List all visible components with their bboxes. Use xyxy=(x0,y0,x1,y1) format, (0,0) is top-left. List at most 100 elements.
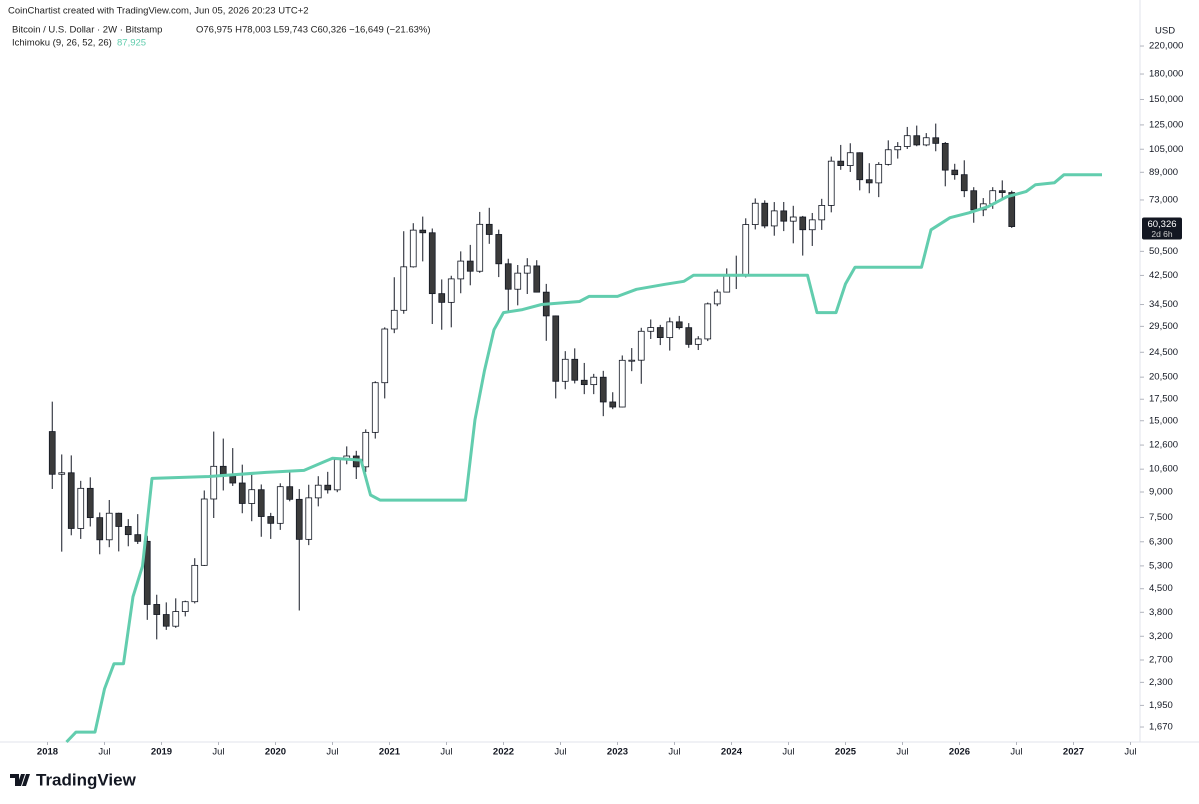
candle-body xyxy=(599,376,607,403)
y-tick-label: 7,500 xyxy=(1149,512,1173,523)
candle-body xyxy=(637,330,645,361)
candle-body xyxy=(780,210,788,222)
candle-body xyxy=(713,291,721,305)
candle-body xyxy=(723,275,731,293)
candle-body xyxy=(295,498,303,540)
candle-body xyxy=(428,232,436,295)
candle-body xyxy=(134,534,142,542)
x-tick-label: 2026 xyxy=(949,747,970,758)
candle-body xyxy=(143,540,151,605)
candle-body xyxy=(856,152,864,181)
y-tick-label: 9,000 xyxy=(1149,487,1173,498)
candle-body xyxy=(210,465,218,500)
candle-body xyxy=(48,431,56,475)
x-tick-label: 2021 xyxy=(379,747,401,758)
candle-body xyxy=(476,223,484,272)
candle-body xyxy=(466,260,474,272)
candle-body xyxy=(523,265,531,274)
candle-body xyxy=(229,475,237,484)
y-tick-label: 105,000 xyxy=(1149,144,1183,155)
candle-body xyxy=(837,160,845,166)
candle-body xyxy=(181,601,189,612)
candle-body xyxy=(647,327,655,332)
candle-body xyxy=(656,327,664,338)
candle-body xyxy=(172,611,180,627)
candle-body xyxy=(628,359,636,362)
candle-body xyxy=(153,604,161,615)
candle-body xyxy=(58,472,66,475)
candle-body xyxy=(970,190,978,211)
y-tick-label: 10,600 xyxy=(1149,464,1178,475)
candle-body xyxy=(941,142,949,171)
last-price-label: 60,326 xyxy=(1147,219,1176,230)
candle-body xyxy=(666,321,674,338)
y-tick-label: 42,500 xyxy=(1149,270,1178,281)
indicator-name: Ichimoku (9, 26, 52, 26) xyxy=(12,38,112,49)
candle-body xyxy=(371,382,379,433)
y-tick-label: 12,600 xyxy=(1149,440,1178,451)
candle-body xyxy=(1008,192,1016,227)
candle-body xyxy=(504,263,512,290)
candle-body xyxy=(675,321,683,329)
y-tick-label: 3,200 xyxy=(1149,631,1173,642)
y-tick-label: 4,500 xyxy=(1149,583,1173,594)
attribution: CoinChartist created with TradingView.co… xyxy=(8,6,309,17)
x-tick-label: Jul xyxy=(440,747,452,758)
currency: USD xyxy=(1155,26,1175,37)
y-tick-label: 3,800 xyxy=(1149,607,1173,618)
y-tick-label: 1,670 xyxy=(1149,722,1173,733)
x-tick-label: Jul xyxy=(212,747,224,758)
symbol: Bitcoin / U.S. Dollar · 2W · Bitstamp xyxy=(12,25,162,36)
y-tick-label: 29,500 xyxy=(1149,321,1178,332)
y-tick-label: 125,000 xyxy=(1149,119,1183,130)
y-tick-label: 180,000 xyxy=(1149,69,1183,80)
x-tick-label: 2018 xyxy=(37,747,58,758)
candle-body xyxy=(561,358,569,382)
candle-body xyxy=(409,229,417,268)
candle-body xyxy=(609,401,617,408)
x-tick-label: 2020 xyxy=(265,747,286,758)
x-tick-label: Jul xyxy=(326,747,338,758)
x-tick-label: Jul xyxy=(1124,747,1136,758)
candle-body xyxy=(903,135,911,147)
candle-body xyxy=(618,359,626,408)
candle-body xyxy=(580,379,588,386)
y-tick-label: 20,500 xyxy=(1149,372,1178,383)
candle-body xyxy=(96,517,104,541)
y-tick-label: 15,000 xyxy=(1149,415,1178,426)
candle-body xyxy=(818,205,826,221)
candle-body xyxy=(951,169,959,176)
candle-body xyxy=(191,564,199,603)
y-tick-label: 2,300 xyxy=(1149,677,1173,688)
x-tick-label: 2019 xyxy=(151,747,172,758)
candle-body xyxy=(922,137,930,146)
x-tick-label: 2025 xyxy=(835,747,857,758)
y-tick-label: 73,000 xyxy=(1149,194,1178,205)
candle-body xyxy=(276,486,284,524)
candle-body xyxy=(875,163,883,184)
candle-body xyxy=(571,358,579,381)
candle-body xyxy=(115,512,123,527)
candle-body xyxy=(789,216,797,222)
candle-body xyxy=(998,190,1006,193)
candle-body xyxy=(314,484,322,499)
indicator-value: 87,925 xyxy=(117,38,146,49)
candle-body xyxy=(286,486,294,500)
y-tick-label: 24,500 xyxy=(1149,347,1178,358)
candle-body xyxy=(913,135,921,146)
y-tick-label: 1,950 xyxy=(1149,700,1173,711)
y-tick-label: 150,000 xyxy=(1149,94,1183,105)
candle-body xyxy=(238,482,246,504)
candle-body xyxy=(514,272,522,290)
x-tick-label: Jul xyxy=(668,747,680,758)
brand: TradingView xyxy=(36,770,137,789)
candle-body xyxy=(86,487,94,519)
candle-body xyxy=(742,224,750,276)
candle-body xyxy=(495,234,503,265)
candle-body xyxy=(770,210,778,227)
candle-body xyxy=(333,459,341,491)
x-tick-label: Jul xyxy=(782,747,794,758)
